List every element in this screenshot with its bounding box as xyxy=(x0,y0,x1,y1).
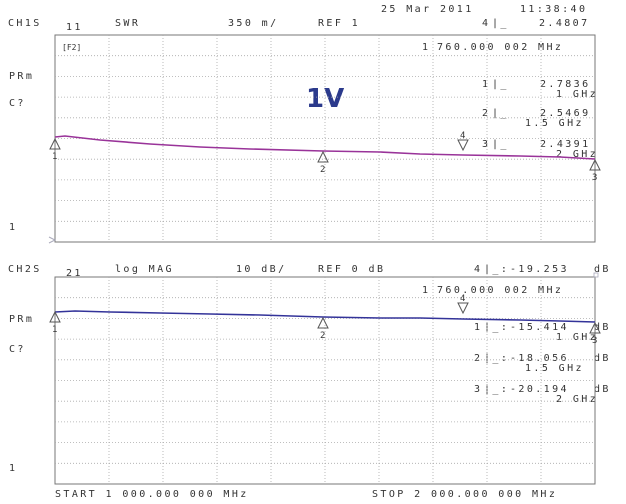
ch2-marker1-unit: dB xyxy=(594,322,611,333)
ch2-ref: REF 0 dB xyxy=(318,264,386,275)
ch1-ref-arrow-icon xyxy=(48,236,57,244)
ch1-ref-pos-label: 1 xyxy=(9,222,18,233)
ch2-marker3-num: 3 xyxy=(474,384,483,395)
ch2-marker2-value: -18.056 xyxy=(510,353,569,364)
ch1-marker1-sep: |_ xyxy=(492,79,509,90)
ch2-marker3-freq: 2 GHz xyxy=(556,394,599,405)
ch2-marker2-freq: 1.5 GHz xyxy=(525,363,584,374)
ch1-ref: REF 1 xyxy=(318,18,361,29)
ch1-marker-triangle xyxy=(317,150,329,163)
ch1-marker3-sep: |_ xyxy=(492,139,509,150)
ch2-marker-number: 3 xyxy=(592,336,597,346)
ch1-pr-icon: [F2] xyxy=(62,43,82,52)
ch1-active-marker-freq: 760.000 002 MHz xyxy=(437,42,564,53)
ch1-top-marker-num: 4 xyxy=(482,18,491,29)
ch1-marker2-sep: |_ xyxy=(492,108,509,119)
ch2-param: 21 xyxy=(66,268,83,279)
ch1-marker-number: 3 xyxy=(592,173,597,183)
ch1-marker-triangle xyxy=(49,137,61,150)
ch2-trace xyxy=(54,310,596,323)
ch1-marker1-value: 2.7836 xyxy=(540,79,591,90)
ch2-active-marker-num: 1 xyxy=(422,285,431,296)
ch2-format: log MAG xyxy=(115,264,174,275)
ch2-marker3-sep: |_: xyxy=(484,384,510,395)
ch1-marker3-num: 3 xyxy=(482,139,491,150)
date-label: 25 Mar 2011 xyxy=(381,4,474,15)
ch1-marker3-value: 2.4391 xyxy=(540,139,591,150)
ch2-prm-label: PRm xyxy=(9,314,35,325)
ch1-marker3-freq: 2 GHz xyxy=(556,149,599,160)
ch2-marker1-sep: |_: xyxy=(484,322,510,333)
ch1-prm-label: PRm xyxy=(9,71,35,82)
ch2-c-label: C? xyxy=(9,344,26,355)
ch1-marker1-freq: 1 GHz xyxy=(556,89,599,100)
ch1-marker-number: 4 xyxy=(460,131,465,141)
ch1-top-marker-value: 2.4807 xyxy=(539,18,590,29)
ch1-marker2-value: 2.5469 xyxy=(540,108,591,119)
stop-frequency-label: STOP 2 000.000 000 MHz xyxy=(372,489,558,500)
ch2-top-marker-sep: |_: xyxy=(484,264,510,275)
ch1-label: CH1S xyxy=(8,18,42,29)
ch2-label: CH2S xyxy=(8,264,42,275)
ch2-top-marker-value: -19.253 xyxy=(510,264,569,275)
ch2-marker1-freq: 1 GHz xyxy=(556,332,599,343)
ch1-param: 11 xyxy=(66,22,83,33)
time-label: 11:38:40 xyxy=(520,4,588,15)
ch2-marker2-sep: |_: xyxy=(484,353,510,364)
ch1-marker-triangle xyxy=(457,139,469,152)
ch1-c-label: C? xyxy=(9,98,26,109)
ch1-marker-number: 1 xyxy=(52,152,57,162)
ch2-marker-triangle xyxy=(589,321,601,334)
ch2-active-marker-freq: 760.000 002 MHz xyxy=(437,285,564,296)
ch2-marker1-value: -15.414 xyxy=(510,322,569,333)
ch1-active-marker-num: 1 xyxy=(422,42,431,53)
ch2-marker2-num: 2 xyxy=(474,353,483,364)
ch2-marker-triangle xyxy=(317,316,329,329)
ch2-marker3-unit: dB xyxy=(594,384,611,395)
ch2-corner-icon xyxy=(593,272,599,278)
ch2-top-marker-num: 4 xyxy=(474,264,483,275)
ch2-ref-pos-label: 1 xyxy=(9,463,18,474)
start-frequency-label: START 1 000.000 000 MHz xyxy=(55,489,249,500)
ch1-marker2-freq: 1.5 GHz xyxy=(525,118,584,129)
ch2-marker-triangle xyxy=(457,302,469,315)
ch1-scale: 350 m/ xyxy=(228,18,279,29)
ch2-marker-triangle xyxy=(49,310,61,323)
ch2-top-marker-unit: dB xyxy=(594,264,611,275)
ch1-marker-number: 2 xyxy=(320,165,325,175)
ch2-marker2-unit: dB xyxy=(594,353,611,364)
ch2-marker3-value: -20.194 xyxy=(510,384,569,395)
ch1-marker-triangle xyxy=(589,158,601,171)
ch1-marker1-num: 1 xyxy=(482,79,491,90)
ch1-format: SWR xyxy=(115,18,141,29)
ch2-scale: 10 dB/ xyxy=(236,264,287,275)
ch1-marker2-num: 2 xyxy=(482,108,491,119)
ch1-top-marker-sep: |_ xyxy=(492,18,509,29)
ch2-marker-number: 1 xyxy=(52,325,57,335)
ch2-marker-number: 4 xyxy=(460,294,465,304)
ch2-marker-number: 2 xyxy=(320,331,325,341)
ch2-marker1-num: 1 xyxy=(474,322,483,333)
